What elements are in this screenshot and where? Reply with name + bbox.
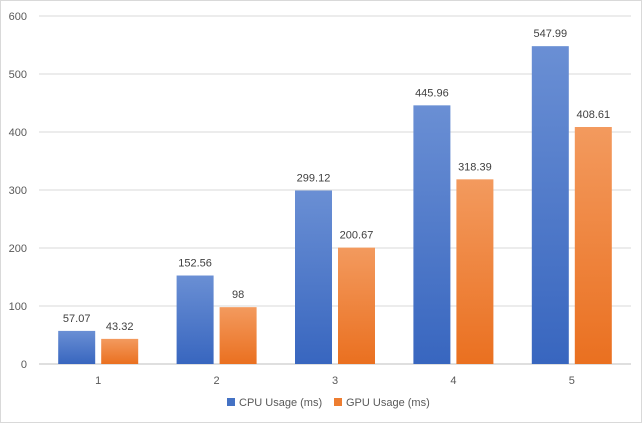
gpu-data-label: 98 [232, 289, 244, 301]
legend: CPU Usage (ms) GPU Usage (ms) [227, 397, 430, 409]
gridlines [39, 15, 631, 365]
cpu-data-label: 57.07 [63, 313, 91, 325]
cpu-bar [413, 105, 451, 364]
gpu-data-label: 318.39 [458, 161, 492, 173]
cpu-data-label: 299.12 [297, 173, 331, 185]
y-tick-label: 600 [9, 11, 27, 23]
legend-label-cpu: CPU Usage (ms) [239, 397, 322, 409]
x-tick-label: 2 [214, 375, 220, 387]
gpu-data-label: 200.67 [340, 230, 374, 242]
legend-swatch-cpu [227, 398, 235, 406]
legend-swatch-gpu [334, 398, 342, 406]
cpu-data-label: 152.56 [178, 258, 212, 270]
y-tick-label: 200 [9, 243, 27, 255]
gpu-bar [574, 127, 612, 365]
gpu-data-label: 43.32 [106, 321, 134, 333]
cpu-bar [176, 275, 214, 364]
gpu-bar [219, 307, 257, 364]
legend-label-gpu: GPU Usage (ms) [346, 397, 430, 409]
gpu-data-label: 408.61 [576, 109, 610, 121]
y-tick-label: 0 [21, 359, 27, 371]
cpu-bar [58, 330, 96, 364]
y-axis-ticks: 0 100 200 300 400 500 600 [9, 11, 27, 371]
cpu-bar [531, 46, 569, 364]
y-tick-label: 400 [9, 127, 27, 139]
x-axis-ticks: 1 2 3 4 5 [95, 375, 575, 387]
bars [58, 46, 612, 365]
gpu-bar [338, 247, 375, 364]
cpu-data-label: 547.99 [533, 28, 567, 40]
y-tick-label: 100 [9, 301, 27, 313]
x-tick-label: 4 [450, 375, 456, 387]
x-tick-label: 3 [332, 375, 338, 387]
cpu-data-label: 445.96 [415, 87, 449, 99]
x-tick-label: 5 [569, 375, 575, 387]
cpu-bar [295, 190, 332, 364]
gpu-bar [101, 338, 139, 364]
x-tick-label: 1 [95, 375, 101, 387]
y-tick-label: 500 [9, 69, 27, 81]
y-tick-label: 300 [9, 185, 27, 197]
data-labels: 57.07 43.32 152.56 98 299.12 200.67 445.96 318.… [63, 28, 610, 333]
gpu-bar [456, 179, 494, 364]
